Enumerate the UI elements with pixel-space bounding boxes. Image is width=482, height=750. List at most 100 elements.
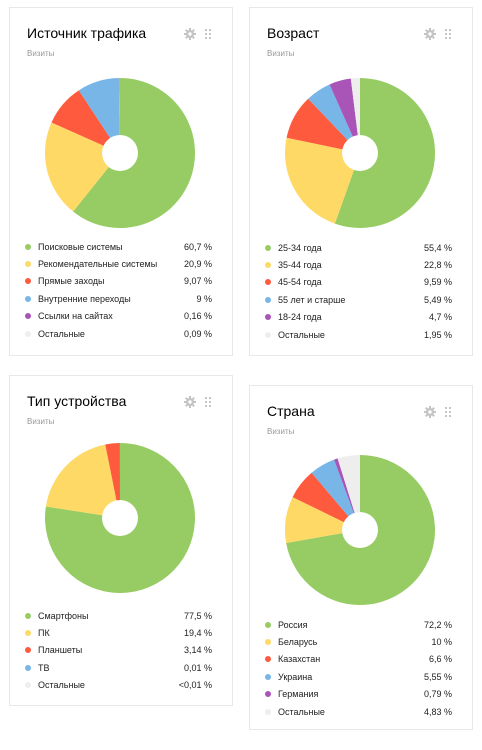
legend-item[interactable]: Планшеты 3,14 % [25,642,212,659]
legend-color-dot [25,630,31,637]
legend-item[interactable]: Рекомендательные системы 20,9 % [25,255,212,272]
legend-color-dot [265,708,271,715]
gear-icon[interactable] [184,28,196,40]
legend-color-dot [25,261,31,268]
legend-label: Беларусь [278,637,318,648]
legend-item[interactable]: 35-44 года 22,8 % [265,256,452,273]
legend-label: Германия [278,689,319,700]
legend-label: 35-44 года [278,260,322,271]
pie-slice[interactable] [337,455,360,530]
legend-value: 1,95 % [423,329,452,340]
pie-slice[interactable] [286,98,360,153]
legend-label: Остальные [38,680,85,691]
legend-label: Прямые заходы [38,276,105,287]
legend-label: 45-54 года [278,277,322,288]
chart-legend: 25-34 года 55,4 % 35-44 года 22,8 % 45-54 го… [265,239,452,343]
pie-center-hole [102,135,138,171]
legend-color-dot [265,296,271,303]
legend-color-dot [25,295,31,302]
pie-slice[interactable] [285,497,360,544]
legend-item[interactable]: 18-24 года 4,7 % [265,309,452,326]
legend-item[interactable]: Ссылки на сайтах 0,16 % [25,308,212,325]
pie-slice[interactable] [350,78,360,153]
legend-value: 55,4 % [423,242,452,253]
pie-slice[interactable] [308,84,360,153]
widget-title: Страна [267,403,315,419]
gear-icon[interactable] [184,396,196,408]
widget-device-type: Тип устройства Визиты Смартфоны 77,5 % ПК 1… [9,375,233,706]
legend-item[interactable]: 55 лет и старше 5,49 % [265,291,452,308]
legend-item[interactable]: Смартфоны 77,5 % [25,607,212,624]
legend-item[interactable]: Остальные 1,95 % [265,326,452,343]
legend-label: Поисковые системы [38,241,123,252]
widget-traffic-source: Источник трафика Визиты Поисковые систем… [9,7,233,356]
legend-label: Рекомендательные системы [38,259,158,270]
pie-slice[interactable] [51,90,121,153]
legend-item[interactable]: Внутренние переходы 9 % [25,290,212,307]
pie-slice[interactable] [105,443,120,518]
legend-item[interactable]: Россия 72,2 % [265,616,452,633]
pie-slice[interactable] [44,122,120,212]
legend-value: 3,14 % [183,645,212,656]
gear-icon[interactable] [424,28,436,40]
legend-item[interactable]: Германия 0,79 % [265,686,452,703]
widget-tools [424,28,452,40]
widget-subtitle: Визиты [27,417,55,426]
pie-slice[interactable] [311,459,360,530]
legend-item[interactable]: Казахстан 6,6 % [265,651,452,668]
legend-color-dot [25,243,31,250]
legend-label: Ссылки на сайтах [38,311,113,322]
pie-slice[interactable] [284,137,360,224]
legend-item[interactable]: 25-34 года 55,4 % [265,239,452,256]
legend-value: 4,7 % [428,312,452,323]
pie-chart [284,78,436,228]
legend-value: 9 % [196,293,212,304]
legend-color-dot [265,691,271,698]
drag-handle-icon[interactable] [204,396,212,408]
widget-tools [424,406,452,418]
pie-slice[interactable] [292,472,360,530]
legend-value: 22,8 % [423,260,452,271]
legend-item[interactable]: Остальные 0,09 % [25,325,212,342]
pie-slice[interactable] [78,78,120,153]
legend-color-dot [25,664,31,671]
pie-center-hole [342,512,378,548]
legend-item[interactable]: Остальные 4,83 % [265,703,452,720]
drag-handle-icon[interactable] [444,406,452,418]
legend-color-dot [25,682,31,689]
pie-slice[interactable] [334,78,436,228]
widget-tools [184,396,212,408]
legend-value: 0,09 % [183,328,212,339]
legend-label: Украина [278,671,313,682]
legend-value: 9,59 % [423,277,452,288]
legend-color-dot [265,639,271,646]
pie-chart [44,77,195,228]
legend-item[interactable]: ПК 19,4 % [25,624,212,641]
pie-slice[interactable] [118,78,120,153]
legend-item[interactable]: 45-54 года 9,59 % [265,274,452,291]
legend-value: 5,55 % [423,671,452,682]
legend-label: 55 лет и старше [278,294,346,305]
widget-subtitle: Визиты [27,49,55,58]
legend-item[interactable]: Беларусь 10 % [265,633,452,650]
legend-item[interactable]: Прямые заходы 9,07 % [25,273,212,290]
legend-item[interactable]: ТВ 0,01 % [25,659,212,676]
legend-color-dot [25,330,31,337]
legend-item[interactable]: Остальные <0,01 % [25,677,212,694]
legend-label: ТВ [38,662,50,673]
widget-title: Тип устройства [27,393,127,409]
legend-value: 19,4 % [183,628,212,639]
gear-icon[interactable] [424,406,436,418]
pie-slice[interactable] [334,458,360,530]
legend-color-dot [265,244,271,251]
legend-color-dot [265,331,271,338]
chart-legend: Россия 72,2 % Беларусь 10 % Казахстан 6,6 % Ук… [265,616,452,720]
pie-slice[interactable] [329,78,360,153]
legend-item[interactable]: Поисковые системы 60,7 % [25,238,212,255]
pie-slice[interactable] [45,444,120,518]
legend-color-dot [265,621,271,628]
drag-handle-icon[interactable] [444,28,452,40]
legend-value: 60,7 % [183,241,212,252]
legend-item[interactable]: Украина 5,55 % [265,668,452,685]
drag-handle-icon[interactable] [204,28,212,40]
